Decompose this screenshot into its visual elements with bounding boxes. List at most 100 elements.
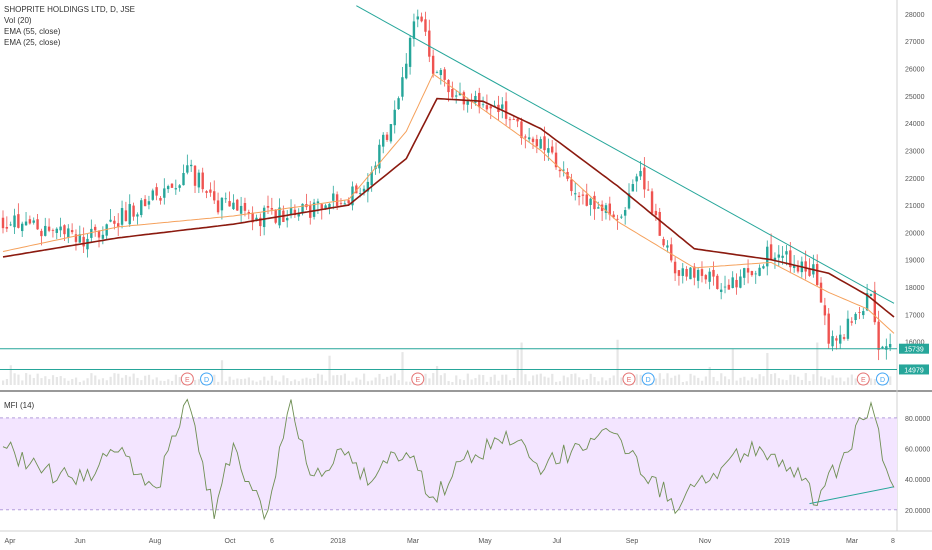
volume-bar xyxy=(793,374,796,385)
volume-bar xyxy=(743,376,746,385)
candle-body xyxy=(78,234,82,243)
volume-bar xyxy=(697,377,700,385)
candle-body xyxy=(639,170,642,177)
volume-bar xyxy=(63,378,66,385)
candle-body xyxy=(623,210,627,216)
volume-bar xyxy=(309,378,312,385)
candle-body xyxy=(777,254,780,258)
time-tick-label: 6 xyxy=(270,538,274,545)
volume-bar xyxy=(531,375,535,385)
volume-bar xyxy=(316,373,320,385)
candle-body xyxy=(846,318,850,339)
volume-bar xyxy=(639,374,642,385)
volume-bar xyxy=(612,375,615,385)
volume-bar xyxy=(808,380,811,385)
price-tick-label: 18000 xyxy=(905,285,925,292)
volume-bar xyxy=(305,377,308,385)
volume-bar xyxy=(662,378,665,385)
volume-bar xyxy=(259,380,262,385)
candle-body xyxy=(262,207,266,228)
candle-body xyxy=(186,165,189,173)
price-tick-label: 28000 xyxy=(905,12,925,19)
candle-body xyxy=(743,268,746,278)
earnings-marker: E xyxy=(180,372,194,386)
volume-bar xyxy=(124,375,128,385)
volume-bar xyxy=(301,378,304,385)
event-label: E xyxy=(415,377,420,384)
candle-body xyxy=(113,220,116,224)
volume-bar xyxy=(524,374,527,385)
volume-bar xyxy=(297,381,300,385)
volume-bar xyxy=(17,374,20,385)
candle-body xyxy=(155,187,158,196)
candle-body xyxy=(332,193,335,201)
price-trendline xyxy=(356,5,895,304)
volume-bar xyxy=(370,380,373,385)
candle-body xyxy=(224,198,227,200)
candle-body xyxy=(385,134,389,140)
candle-body xyxy=(823,305,827,316)
candle-body xyxy=(708,271,711,282)
volume-bar xyxy=(101,378,105,385)
candle-body xyxy=(792,265,796,268)
volume-bar xyxy=(140,380,143,385)
candle-body xyxy=(44,225,47,236)
volume-bar xyxy=(674,375,677,385)
volume-bar xyxy=(700,380,704,385)
price-badge xyxy=(899,364,929,375)
candle-body xyxy=(835,338,838,341)
candle-body xyxy=(620,216,623,218)
candle-body xyxy=(858,312,861,313)
volume-bar xyxy=(566,377,569,385)
volume-bar xyxy=(589,373,592,385)
volume-bar xyxy=(873,378,876,385)
volume-bar xyxy=(704,376,708,385)
volume-bar xyxy=(781,379,784,385)
mfi-trendline xyxy=(809,486,895,505)
price-tick-label: 25000 xyxy=(905,94,925,101)
volume-bar xyxy=(32,378,35,385)
candle-body xyxy=(21,223,24,232)
volume-bar xyxy=(328,355,331,385)
legend: SHOPRITE HOLDINGS LTD, D, JSE Vol (20) E… xyxy=(4,4,135,48)
price-tick-label: 21000 xyxy=(905,203,925,210)
volume-bar xyxy=(608,377,612,385)
candle-body xyxy=(466,101,469,105)
volume-bar xyxy=(685,381,688,385)
candle-body xyxy=(520,121,523,139)
candle-body xyxy=(447,80,450,93)
volume-bar xyxy=(482,375,485,385)
volume-bar xyxy=(409,381,412,385)
candle-body xyxy=(301,203,304,214)
candle-body xyxy=(366,181,370,192)
candle-body xyxy=(389,124,393,142)
candle-body xyxy=(501,104,504,109)
volume-bar xyxy=(378,373,381,385)
candle-body xyxy=(189,164,193,167)
volume-bar xyxy=(374,377,377,385)
volume-bar xyxy=(796,376,800,385)
candle-body xyxy=(604,205,608,213)
volume-bar xyxy=(213,374,216,385)
volume-bar xyxy=(677,374,681,385)
candle-body xyxy=(401,77,404,97)
mfi-tick-label: 80.0000 xyxy=(905,416,930,423)
time-tick-label: Nov xyxy=(699,538,712,545)
volume-bar xyxy=(67,380,70,385)
candle-body xyxy=(839,334,842,344)
volume-bar xyxy=(785,380,788,385)
candle-body xyxy=(827,313,830,344)
volume-bar xyxy=(174,374,178,385)
volume-bar xyxy=(451,381,454,385)
candle-body xyxy=(105,224,108,236)
volume-bar xyxy=(835,377,838,385)
volume-bar xyxy=(86,378,89,385)
candle-body xyxy=(193,165,197,186)
volume-bar xyxy=(163,380,166,385)
volume-bar xyxy=(178,377,181,385)
time-tick-label: Mar xyxy=(846,538,859,545)
volume-bar xyxy=(424,373,427,385)
volume-bar xyxy=(90,373,93,385)
volume-bar xyxy=(593,377,596,385)
